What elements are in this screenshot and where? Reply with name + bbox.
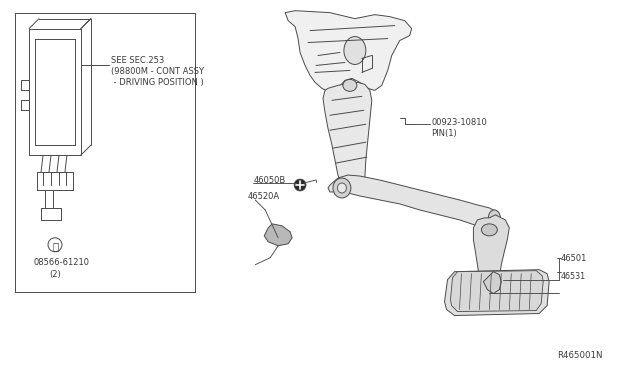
Text: 46531: 46531 [561, 272, 586, 281]
Polygon shape [451, 271, 543, 311]
Polygon shape [323, 82, 372, 192]
Text: 46050B: 46050B [253, 176, 285, 185]
Polygon shape [328, 175, 499, 228]
Circle shape [294, 179, 306, 191]
Ellipse shape [488, 210, 500, 226]
Polygon shape [445, 270, 549, 315]
Text: Ⓑ: Ⓑ [52, 241, 58, 251]
Ellipse shape [343, 79, 357, 92]
Text: 46501: 46501 [561, 254, 588, 263]
Text: SEE SEC.253: SEE SEC.253 [111, 57, 164, 65]
Polygon shape [264, 224, 292, 246]
Text: (98800M - CONT ASSY: (98800M - CONT ASSY [111, 67, 204, 76]
Text: R465001N: R465001N [557, 352, 603, 360]
Text: 08566-61210: 08566-61210 [33, 258, 89, 267]
Ellipse shape [333, 178, 351, 198]
Polygon shape [285, 11, 412, 92]
Ellipse shape [344, 36, 366, 64]
Text: 46520A: 46520A [247, 192, 280, 201]
Ellipse shape [481, 224, 497, 236]
Text: (2): (2) [49, 270, 61, 279]
Text: 00923-10810: 00923-10810 [431, 118, 487, 127]
Polygon shape [474, 215, 509, 288]
Polygon shape [483, 272, 501, 294]
Ellipse shape [337, 183, 346, 193]
Text: PIN(1): PIN(1) [431, 129, 458, 138]
Text: - DRIVING POSITION ): - DRIVING POSITION ) [111, 78, 204, 87]
